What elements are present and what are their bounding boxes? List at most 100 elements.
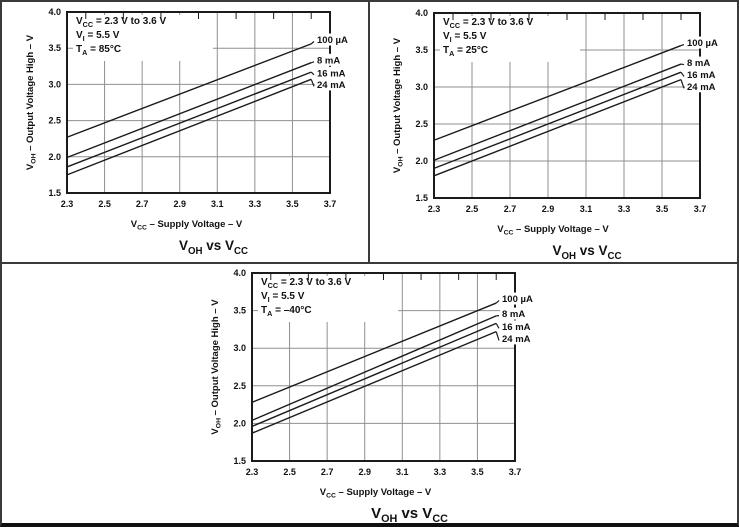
series-line-100 µA (433, 44, 682, 141)
grid (252, 273, 515, 461)
chart-title: VOH vs VCC (179, 238, 248, 257)
panel-divider-horizontal (2, 262, 737, 264)
series-label: 16 mA (317, 68, 346, 79)
condition-line: TA = 25°C (443, 45, 488, 58)
series-label: 8 mA (687, 58, 710, 69)
series-label: 8 mA (317, 55, 340, 66)
series-label-mask (685, 56, 723, 69)
top-minor-ticks (452, 13, 682, 20)
y-tick-label: 1.5 (48, 188, 61, 198)
x-tick-label: 2.9 (542, 204, 555, 214)
series-line-24 mA (66, 78, 312, 176)
x-tick-label: 2.9 (358, 467, 371, 477)
series-line-8 mA (433, 63, 682, 161)
series-label: 100 µA (502, 294, 533, 305)
condition-line: TA = 85°C (76, 44, 121, 57)
conditions-background (440, 16, 580, 62)
x-tick-label: 3.7 (509, 467, 522, 477)
x-tick-label: 3.7 (694, 204, 707, 214)
series-label-leader (680, 71, 685, 77)
series-line-100 µA (66, 43, 312, 138)
y-tick-label: 3.0 (48, 79, 61, 89)
x-tick-label: 2.7 (504, 204, 517, 214)
chart-voh-vs-vcc-m40c: VCC = 2.3 V to 3.6 VVI = 5.5 VTA = –40°C… (210, 268, 538, 525)
series-line-8 mA (251, 315, 497, 422)
series-label-leader (310, 79, 315, 87)
chart-voh-vs-vcc-85c: VCC = 2.3 V to 3.6 VVI = 5.5 VTA = 85°C 1… (25, 7, 353, 257)
y-tick-label: 3.5 (233, 306, 246, 316)
series-label: 24 mA (502, 334, 531, 345)
y-tick-label: 2.5 (415, 119, 428, 129)
x-axis-label: VCC – Supply Voltage – V (131, 219, 243, 232)
y-tick-label: 1.5 (415, 193, 428, 203)
series-line-16 mA (251, 322, 497, 428)
x-tick-label: 2.7 (136, 199, 149, 209)
chart-title: VOH vs VCC (552, 243, 621, 262)
series-label-mask (685, 68, 723, 81)
x-axis-label: VCC – Supply Voltage – V (320, 487, 432, 500)
y-tick-label: 2.5 (48, 116, 61, 126)
series-label-leader (680, 63, 685, 66)
y-tick-label: 2.0 (415, 156, 428, 166)
y-tick-label: 4.0 (415, 8, 428, 18)
y-tick-label: 4.0 (233, 268, 246, 278)
series-label-leader (680, 44, 685, 47)
x-tick-label: 2.5 (98, 199, 111, 209)
series-label: 100 µA (687, 38, 718, 49)
condition-line: VI = 5.5 V (76, 30, 120, 43)
x-tick-label: 3.5 (286, 199, 299, 209)
x-tick-label: 2.3 (428, 204, 441, 214)
series-label-leader (495, 300, 500, 304)
x-tick-label: 3.3 (434, 467, 447, 477)
series-line-16 mA (433, 71, 682, 170)
series-line-24 mA (251, 331, 497, 434)
series-line-100 µA (251, 302, 497, 403)
series-label-leader (310, 41, 315, 45)
conditions-background (73, 15, 213, 61)
series-label: 16 mA (687, 70, 716, 81)
y-axis-label: VOH – Output Voltage High – V (392, 37, 405, 173)
top-minor-ticks (270, 273, 497, 280)
series-label-mask (500, 307, 538, 320)
series-label-leader (495, 323, 500, 329)
series-label-mask (315, 78, 353, 91)
series-label-leader (310, 71, 315, 76)
x-tick-label: 2.7 (321, 467, 334, 477)
x-tick-label: 2.5 (466, 204, 479, 214)
series-label-mask (685, 36, 723, 49)
y-tick-label: 2.5 (233, 381, 246, 391)
series-label-mask (500, 292, 538, 305)
series-label-leader (680, 79, 685, 89)
series-label-mask (315, 53, 353, 66)
x-tick-label: 3.3 (618, 204, 631, 214)
series-label: 100 µA (317, 35, 348, 46)
y-axis-label: VOH – Output Voltage High – V (25, 34, 38, 170)
series-label-mask (315, 33, 353, 46)
x-tick-label: 3.5 (656, 204, 669, 214)
series-label-leader (311, 61, 315, 64)
series-line-16 mA (66, 71, 312, 168)
x-tick-label: 3.3 (249, 199, 262, 209)
series-label-mask (685, 80, 723, 93)
series-label: 24 mA (317, 80, 346, 91)
series-label: 8 mA (502, 309, 525, 320)
y-axis-label: VOH – Output Voltage High – V (210, 299, 223, 435)
x-tick-label: 3.1 (580, 204, 593, 214)
condition-line: VI = 5.5 V (443, 31, 487, 44)
series-label-mask (500, 332, 538, 345)
series-line-8 mA (66, 62, 312, 159)
top-minor-ticks (85, 12, 312, 19)
x-tick-label: 3.7 (324, 199, 337, 209)
series-label: 16 mA (502, 322, 531, 333)
x-axis-label: VCC – Supply Voltage – V (497, 224, 609, 237)
series-line-24 mA (433, 78, 682, 177)
conditions-background (258, 276, 398, 322)
series-label-leader (495, 331, 500, 341)
x-tick-label: 2.5 (283, 467, 296, 477)
y-tick-label: 2.0 (48, 152, 61, 162)
condition-line: VCC = 2.3 V to 3.6 V (261, 277, 351, 290)
y-tick-label: 1.5 (233, 456, 246, 466)
panel-divider-vertical (368, 2, 370, 263)
y-tick-label: 3.5 (48, 43, 61, 53)
